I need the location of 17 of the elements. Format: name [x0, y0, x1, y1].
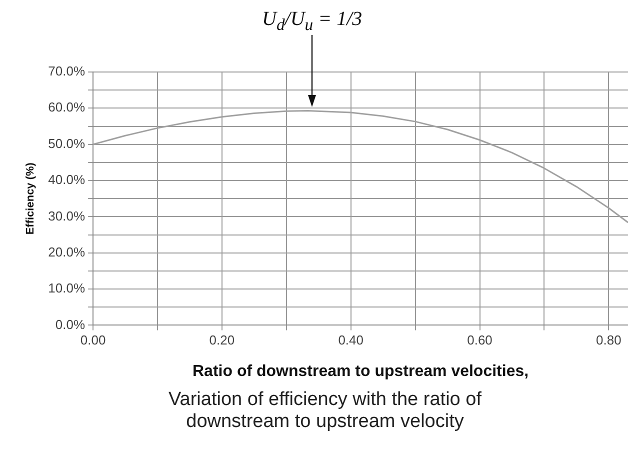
x-tick-label: 0.80 — [596, 332, 622, 348]
x-tick-label: 0.20 — [209, 332, 235, 348]
y-tick-label: 60.0% — [48, 100, 86, 115]
y-tick-label: 50.0% — [48, 136, 86, 151]
y-tick-label: 20.0% — [48, 244, 86, 260]
y-tick-label: 40.0% — [48, 172, 86, 188]
x-tick-label: 0.00 — [80, 332, 106, 348]
y-tick-label: 70.0% — [48, 64, 86, 79]
x-tick-label: 0.60 — [467, 332, 492, 348]
y-tick-label: 10.0% — [48, 280, 86, 296]
text: U$_{d}$/U$_{u}$ = 1/3 — [262, 8, 362, 35]
x-axis-title: Ratio of downstream to upstream velocities, — [192, 362, 529, 380]
x-tick-label: 0.40 — [338, 332, 364, 348]
text: Variation of efficiency with the ratio of downstream to upstream velocity — [168, 389, 482, 433]
y-axis-title: Efficiency (%) — [24, 162, 37, 235]
y-tick-label: 30.0% — [48, 208, 86, 224]
y-tick-label: 0.0% — [55, 316, 86, 332]
